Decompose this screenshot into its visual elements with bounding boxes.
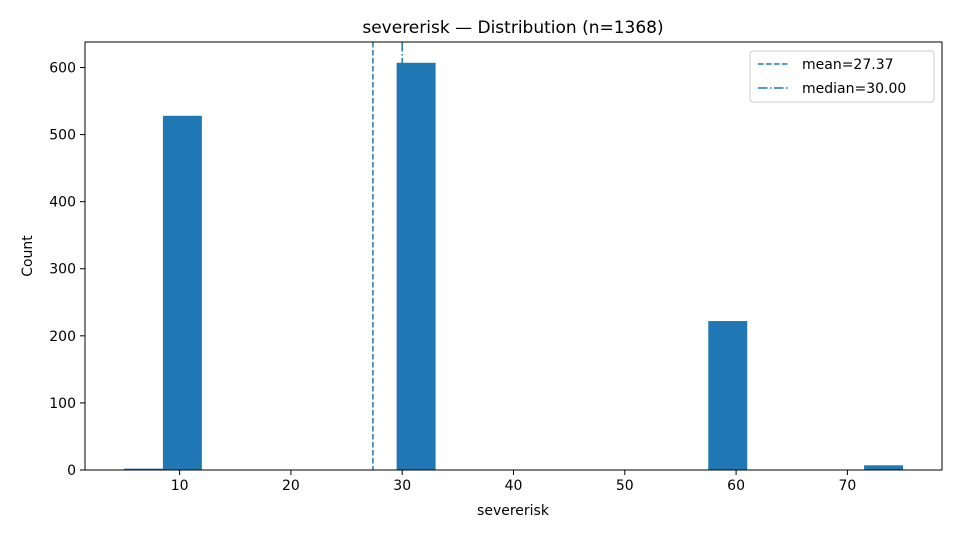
y-tick-label: 400 (49, 195, 76, 211)
histogram-bar (864, 465, 904, 470)
x-tick-label: 50 (616, 478, 634, 494)
legend-entry-label: mean=27.37 (802, 57, 894, 73)
y-tick-label: 600 (49, 60, 76, 76)
y-tick-label: 300 (49, 262, 76, 278)
histogram-bar (123, 468, 163, 470)
y-tick-label: 200 (49, 329, 76, 345)
x-axis-label: severerisk (477, 503, 550, 519)
bars-layer (123, 62, 904, 471)
x-tick-label: 30 (393, 478, 411, 494)
axes-layer: 10 20 30 40 50 60 70 0 100 200 300 400 500 600 (49, 41, 943, 494)
histogram-bar (162, 115, 202, 471)
chart-title: severerisk — Distribution (n=1368) (362, 18, 663, 38)
y-tick-label: 500 (49, 128, 76, 144)
x-tick-label: 60 (727, 478, 745, 494)
x-tick-label: 20 (282, 478, 300, 494)
legend-entry-label: median=30.00 (802, 81, 906, 97)
y-tick-label: 100 (49, 396, 76, 412)
x-tick-label: 70 (838, 478, 856, 494)
histogram-bar (708, 321, 748, 470)
x-tick-label: 10 (171, 478, 189, 494)
y-axis-label: Count (20, 235, 36, 277)
legend: mean=27.37 median=30.00 (749, 50, 935, 103)
legend-box (749, 50, 935, 103)
stat-lines-layer (372, 42, 403, 470)
y-tick-label: 0 (67, 463, 76, 479)
histogram-bar (396, 62, 436, 471)
x-tick-label: 40 (505, 478, 523, 494)
